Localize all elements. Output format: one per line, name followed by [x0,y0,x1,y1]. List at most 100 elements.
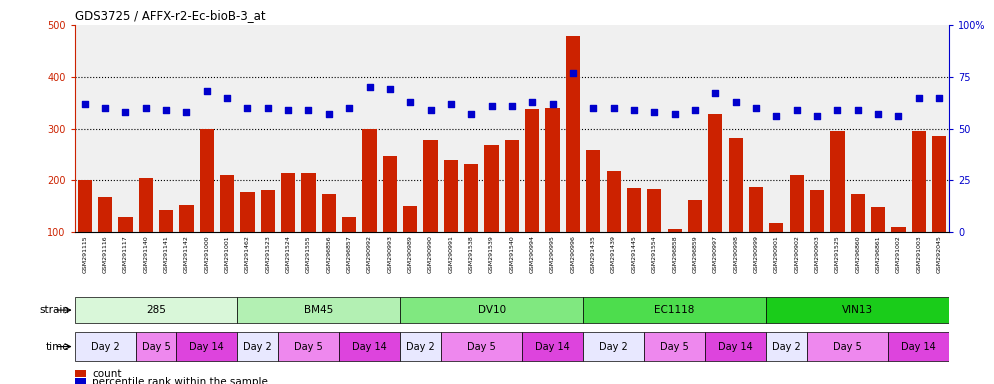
Text: GSM291539: GSM291539 [489,235,494,273]
FancyBboxPatch shape [766,297,949,323]
Point [504,103,520,109]
Bar [932,136,946,284]
Point [545,101,561,107]
Bar [546,108,560,284]
FancyBboxPatch shape [278,332,339,361]
Text: VIN13: VIN13 [842,305,874,315]
Text: GSM296856: GSM296856 [326,235,331,273]
Bar [566,36,580,284]
Text: GSM290901: GSM290901 [774,235,779,273]
Point [321,111,337,117]
Bar [159,210,173,284]
FancyBboxPatch shape [238,332,278,361]
Text: GSM290994: GSM290994 [530,235,535,273]
Point [443,101,459,107]
Text: Day 14: Day 14 [902,341,936,352]
Text: GSM291523: GSM291523 [265,235,270,273]
Point [565,70,580,76]
Point [891,113,907,119]
Point [870,111,886,117]
Point [646,109,662,115]
Bar [404,207,417,284]
FancyBboxPatch shape [889,332,949,361]
Text: Day 14: Day 14 [352,341,387,352]
Point [219,94,235,101]
Bar [383,156,397,284]
Bar [241,192,254,284]
Bar [342,217,356,284]
Text: Day 5: Day 5 [467,341,496,352]
Text: EC1118: EC1118 [654,305,695,315]
Text: percentile rank within the sample: percentile rank within the sample [92,377,268,384]
Bar [586,151,600,284]
Bar [729,138,743,284]
Point [789,107,805,113]
Text: GSM291116: GSM291116 [102,235,107,273]
Point [422,107,438,113]
FancyBboxPatch shape [75,332,135,361]
Text: GSM291140: GSM291140 [143,235,148,273]
Bar [892,227,906,284]
Text: GSM290995: GSM290995 [550,235,555,273]
Text: GSM291003: GSM291003 [916,235,921,273]
Point [300,107,316,113]
Text: BM45: BM45 [304,305,333,315]
Bar [748,187,763,284]
Point [829,107,845,113]
Point [524,99,540,105]
Text: Day 2: Day 2 [406,341,434,352]
Bar [871,207,886,284]
Point [809,113,825,119]
FancyBboxPatch shape [238,297,400,323]
Bar [281,173,295,284]
Text: GSM291540: GSM291540 [509,235,515,273]
Bar [647,189,661,284]
Text: GSM291445: GSM291445 [631,235,636,273]
Text: Day 2: Day 2 [244,341,272,352]
Text: GSM291462: GSM291462 [245,235,249,273]
Text: GSM291435: GSM291435 [590,235,595,273]
Point [403,99,418,105]
Bar [525,109,540,284]
Point [97,105,113,111]
FancyBboxPatch shape [440,332,522,361]
Point [728,99,744,105]
Text: GSM290990: GSM290990 [428,235,433,273]
Point [138,105,154,111]
Text: GSM291001: GSM291001 [225,235,230,273]
Bar [220,175,235,284]
Bar [78,180,91,284]
Point [667,111,683,117]
Bar [423,140,437,284]
Text: GSM291524: GSM291524 [285,235,290,273]
Bar [606,171,620,284]
Text: Day 14: Day 14 [190,341,225,352]
Bar [810,190,824,284]
Text: GSM290989: GSM290989 [408,235,413,273]
FancyBboxPatch shape [75,297,238,323]
Text: GDS3725 / AFFX-r2-Ec-bioB-3_at: GDS3725 / AFFX-r2-Ec-bioB-3_at [75,9,265,22]
Text: GSM291525: GSM291525 [835,235,840,273]
Text: DV10: DV10 [477,305,506,315]
Point [626,107,642,113]
Point [484,103,500,109]
Text: GSM291554: GSM291554 [652,235,657,273]
Bar [98,197,112,284]
Point [179,109,195,115]
Point [77,101,92,107]
Bar [830,131,845,284]
Point [748,105,764,111]
FancyBboxPatch shape [400,297,583,323]
Bar [322,194,336,284]
Point [768,113,784,119]
Text: GSM291117: GSM291117 [123,235,128,273]
Bar [668,229,682,284]
FancyBboxPatch shape [766,332,807,361]
FancyBboxPatch shape [583,332,644,361]
Bar [769,223,783,284]
Point [280,107,296,113]
Text: GSM296859: GSM296859 [693,235,698,273]
Text: GSM290999: GSM290999 [753,235,758,273]
Text: GSM291439: GSM291439 [611,235,616,273]
Point [117,109,133,115]
